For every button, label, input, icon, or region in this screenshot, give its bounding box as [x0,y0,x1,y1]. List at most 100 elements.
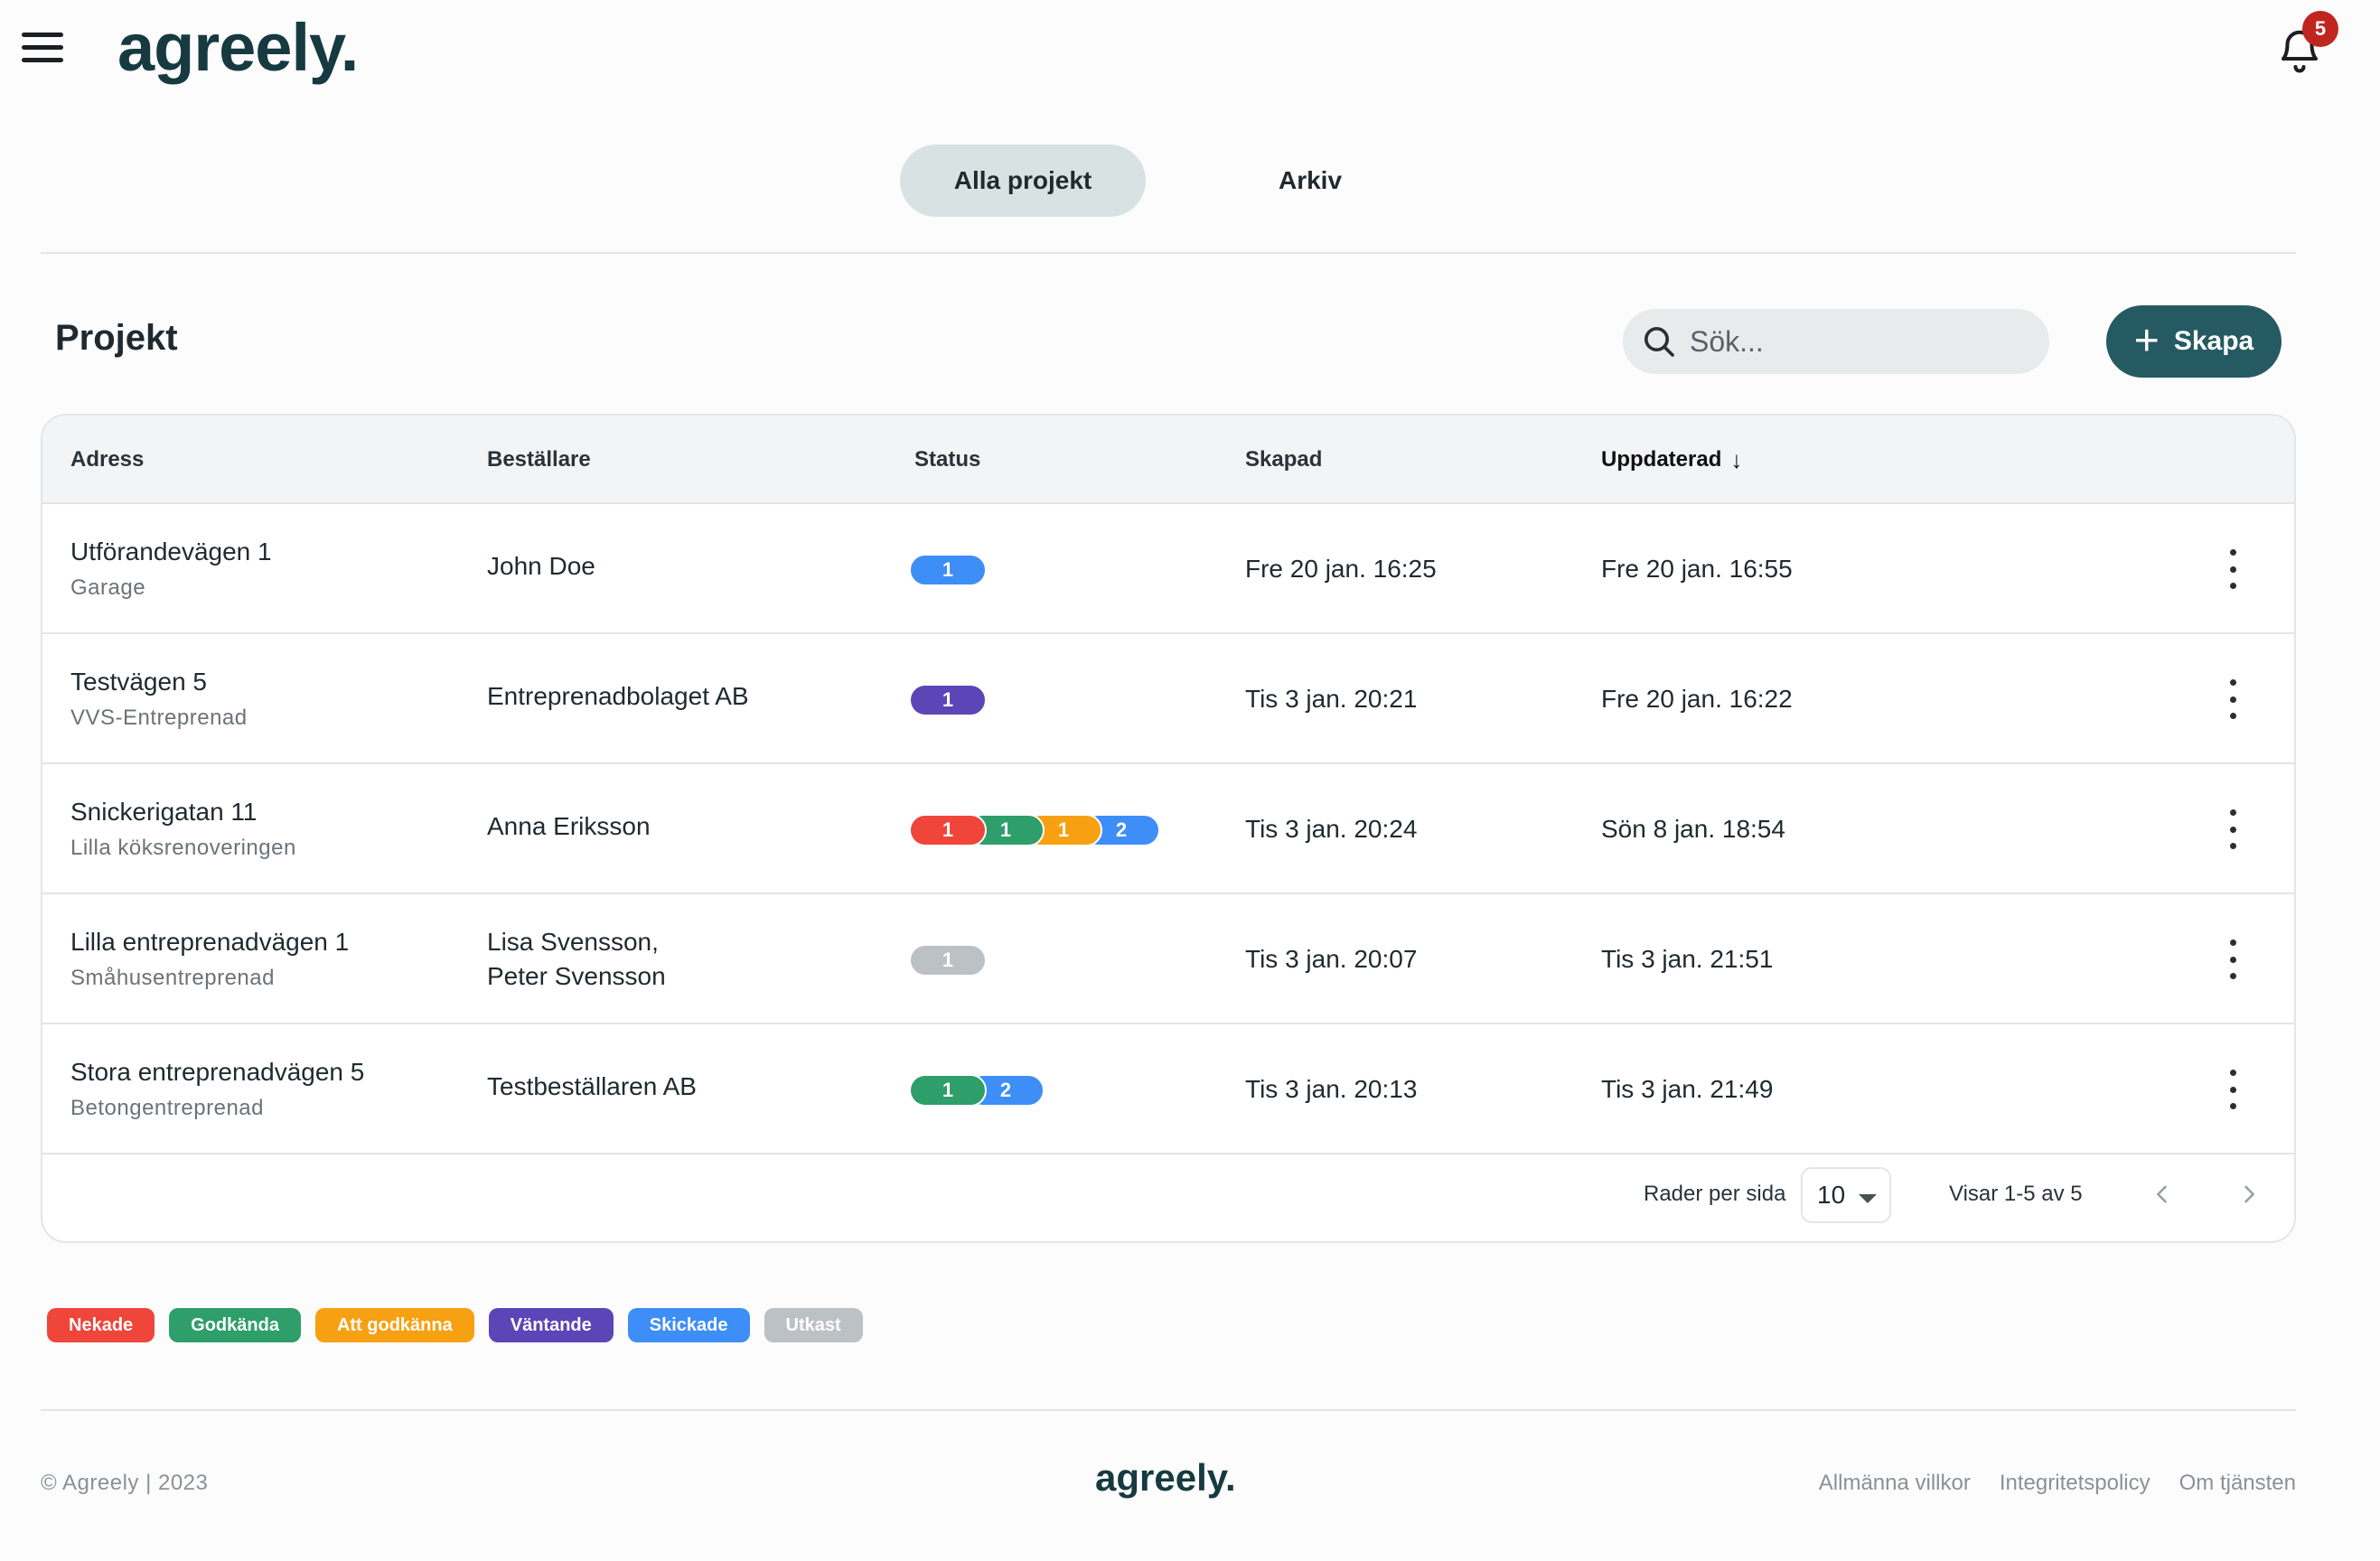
updated-date: Fre 20 jan. 16:22 [1601,685,1793,713]
more-options-icon[interactable] [2224,1070,2242,1109]
rows-per-page-select[interactable]: 10 [1801,1167,1891,1223]
top-bar: agreely. 5 [0,0,2380,99]
status-pill: 1 [909,814,987,846]
header-created[interactable]: Skapad [1245,447,1323,472]
client-cell: Anna Eriksson [487,764,651,894]
link-terms[interactable]: Allmänna villkor [1818,1471,1971,1495]
client-name: Anna Eriksson [487,812,651,840]
more-options-icon[interactable] [2224,549,2242,589]
client-cell: John Doe [487,504,595,634]
client-cell: Lisa Svensson, Peter Svensson [487,894,666,1024]
client-name-secondary: Peter Svensson [487,962,666,990]
legend-tag: Nekade [47,1308,155,1342]
header-updated[interactable]: Uppdaterad ↓ [1601,416,1742,504]
tab-archive[interactable]: Arkiv [1278,166,1343,194]
address-cell: Stora entreprenadvägen 5 Betongentrepren… [70,1024,364,1154]
address: Stora entreprenadvägen 5 [70,1058,365,1086]
rows-per-page-value: 10 [1817,1181,1846,1209]
status-pill: 1 [909,684,987,716]
projects-table: Adress Beställare Status Skapad Uppdater… [41,414,2296,1243]
status-pills: 1 [909,944,987,977]
table-row[interactable]: Stora entreprenadvägen 5 Betongentrepren… [42,1024,2294,1154]
header-address[interactable]: Adress [70,447,145,472]
create-button[interactable]: + Skapa [2106,305,2282,378]
header-status[interactable]: Status [914,447,981,472]
legend-tag: Skickade [627,1308,750,1342]
more-options-icon[interactable] [2224,939,2242,979]
client-name: Testbeställaren AB [487,1072,697,1100]
logo[interactable]: agreely. [117,10,359,85]
table-pagination: Rader per sida 10 Visar 1-5 av 5 [42,1156,2294,1241]
more-options-icon[interactable] [2224,809,2242,849]
status-pills: 1 [909,684,987,716]
created-date: Fre 20 jan. 16:25 [1245,555,1437,583]
tabs-divider [41,252,2296,254]
address-cell: Utförandevägen 1 Garage [70,504,272,634]
status-legend: Nekade Godkända Att godkänna Väntande Skicka… [47,1308,863,1342]
table-row[interactable]: Utförandevägen 1 Garage John Doe 1 Fre 2… [42,504,2294,634]
footer-links: Allmänna villkor Integritetspolicy Om tj… [1819,1471,2296,1496]
updated-date: Tis 3 jan. 21:49 [1601,1075,1774,1103]
copyright: © Agreely | 2023 [41,1471,209,1495]
sort-down-icon[interactable]: ↓ [1730,445,1743,473]
search-input[interactable] [1690,324,2033,359]
link-privacy[interactable]: Integritetspolicy [1999,1471,2150,1495]
status-pill: 1 [909,1074,987,1107]
link-about[interactable]: Om tjänsten [2179,1471,2296,1495]
client-cell: Entreprenadbolaget AB [487,634,749,764]
header-client[interactable]: Beställare [487,447,591,472]
address: Snickerigatan 11 [70,798,258,826]
client-cell: Testbeställaren AB [487,1024,697,1154]
address-cell: Testvägen 5 VVS-Entreprenad [70,634,248,764]
updated-date: Sön 8 jan. 18:54 [1601,815,1785,843]
project-type: Garage [70,575,146,600]
tab-all-projects[interactable]: Alla projekt [900,145,1146,217]
search-box[interactable] [1623,309,2049,374]
notification-badge: 5 [2302,11,2338,47]
client-name: Lisa Svensson, [487,928,659,956]
address: Testvägen 5 [70,668,207,696]
next-page-button[interactable] [2229,1174,2269,1214]
bell-icon[interactable] [2275,25,2324,76]
updated-date: Fre 20 jan. 16:55 [1601,555,1793,583]
legend-tag: Att godkänna [314,1308,474,1342]
project-type: VVS-Entreprenad [70,706,248,730]
status-pills: 1 [909,554,987,586]
created-date: Tis 3 jan. 20:07 [1245,945,1418,973]
legend-tag: Utkast [764,1308,863,1342]
legend-tag: Godkända [169,1308,301,1342]
header-updated-label: Uppdaterad [1601,447,1722,472]
address: Utförandevägen 1 [70,537,272,566]
chevron-left-icon [2157,1185,2167,1203]
search-icon [1644,327,1674,357]
pagination-range: Visar 1-5 av 5 [1949,1182,2083,1206]
address-cell: Snickerigatan 11 Lilla köksrenoveringen [70,764,296,894]
updated-date: Tis 3 jan. 21:51 [1601,945,1774,973]
prev-page-button[interactable] [2142,1174,2182,1214]
legend-tag: Väntande [488,1308,614,1342]
status-pill: 1 [909,554,987,586]
create-button-label: Skapa [2173,326,2254,356]
address: Lilla entreprenadvägen 1 [70,928,350,956]
project-type: Betongentreprenad [70,1096,264,1120]
chevron-right-icon [2244,1185,2254,1203]
menu-icon[interactable] [22,33,63,69]
tab-bar: Alla projekt Arkiv [0,145,2380,217]
more-options-icon[interactable] [2224,679,2242,719]
created-date: Tis 3 jan. 20:13 [1245,1075,1418,1103]
created-date: Tis 3 jan. 20:21 [1245,685,1418,713]
table-row[interactable]: Lilla entreprenadvägen 1 Småhusentrepren… [42,894,2294,1024]
plus-icon: + [2133,317,2160,365]
footer-logo: agreely. [1095,1456,1236,1499]
status-pill: 1 [909,944,987,977]
created-date: Tis 3 jan. 20:24 [1245,815,1418,843]
caret-down-icon [1859,1194,1877,1203]
table-row[interactable]: Testvägen 5 VVS-Entreprenad Entreprenadb… [42,634,2294,764]
table-row[interactable]: Snickerigatan 11 Lilla köksrenoveringen … [42,764,2294,894]
client-name: Entreprenadbolaget AB [487,682,749,710]
project-type: Lilla köksrenoveringen [70,836,296,860]
rows-per-page-label: Rader per sida [1644,1182,1786,1206]
